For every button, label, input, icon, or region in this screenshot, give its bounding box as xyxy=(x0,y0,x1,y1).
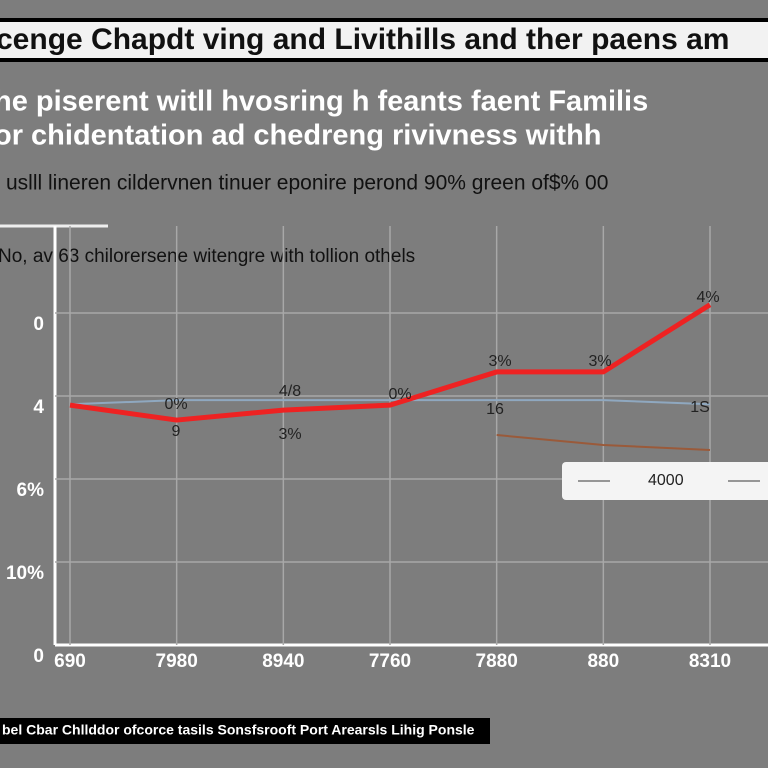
series-line xyxy=(69,302,712,423)
x-tick-label: 8310 xyxy=(689,651,731,672)
x-tick-label: 690 xyxy=(54,651,86,672)
y-tick-label: 10% xyxy=(6,563,44,584)
legend-label: 4000 xyxy=(648,472,684,489)
title-band xyxy=(0,22,768,58)
footer-box xyxy=(0,718,490,744)
annotation: 0% xyxy=(388,386,411,403)
x-tick-label: 880 xyxy=(587,651,619,672)
annotation: 16 xyxy=(486,401,504,418)
y-axis-label: No, av 63 chilorersene witengre with tol… xyxy=(0,246,415,267)
annotation: 3% xyxy=(588,353,611,370)
series-line xyxy=(69,399,711,406)
x-tick-label: 7880 xyxy=(476,651,518,672)
x-tick-label: 7760 xyxy=(369,651,411,672)
x-tick-label: 8940 xyxy=(262,651,304,672)
annotation: 1S xyxy=(690,399,710,416)
y-tick-label: 0 xyxy=(33,314,44,335)
legend-box xyxy=(562,462,768,500)
note: uslll lineren cildervnen tinuer eponire … xyxy=(6,172,608,195)
annotation: 3% xyxy=(488,353,511,370)
chart-title: cenge Chapdt ving and Livithills and the… xyxy=(0,23,729,56)
y-tick-label: 4 xyxy=(33,397,44,418)
x-tick-label: 7980 xyxy=(156,651,198,672)
subtitle: he piserent witll hvosring h feants faen… xyxy=(0,86,648,118)
footer: bel Cbar Chllddor ofcorce tasils Sonsfsr… xyxy=(2,722,475,738)
annotation: 4/8 xyxy=(279,383,301,400)
annotation: 0% xyxy=(164,396,187,413)
annotation: 4% xyxy=(696,289,719,306)
y-tick-label: 0 xyxy=(33,646,44,667)
annotation: 3% xyxy=(278,426,301,443)
y-tick-label: 6% xyxy=(17,480,45,501)
series-line xyxy=(496,434,711,451)
annotation: 9 xyxy=(172,423,181,440)
subtitle: or chidentation ad chedreng rivivness wi… xyxy=(0,120,602,152)
